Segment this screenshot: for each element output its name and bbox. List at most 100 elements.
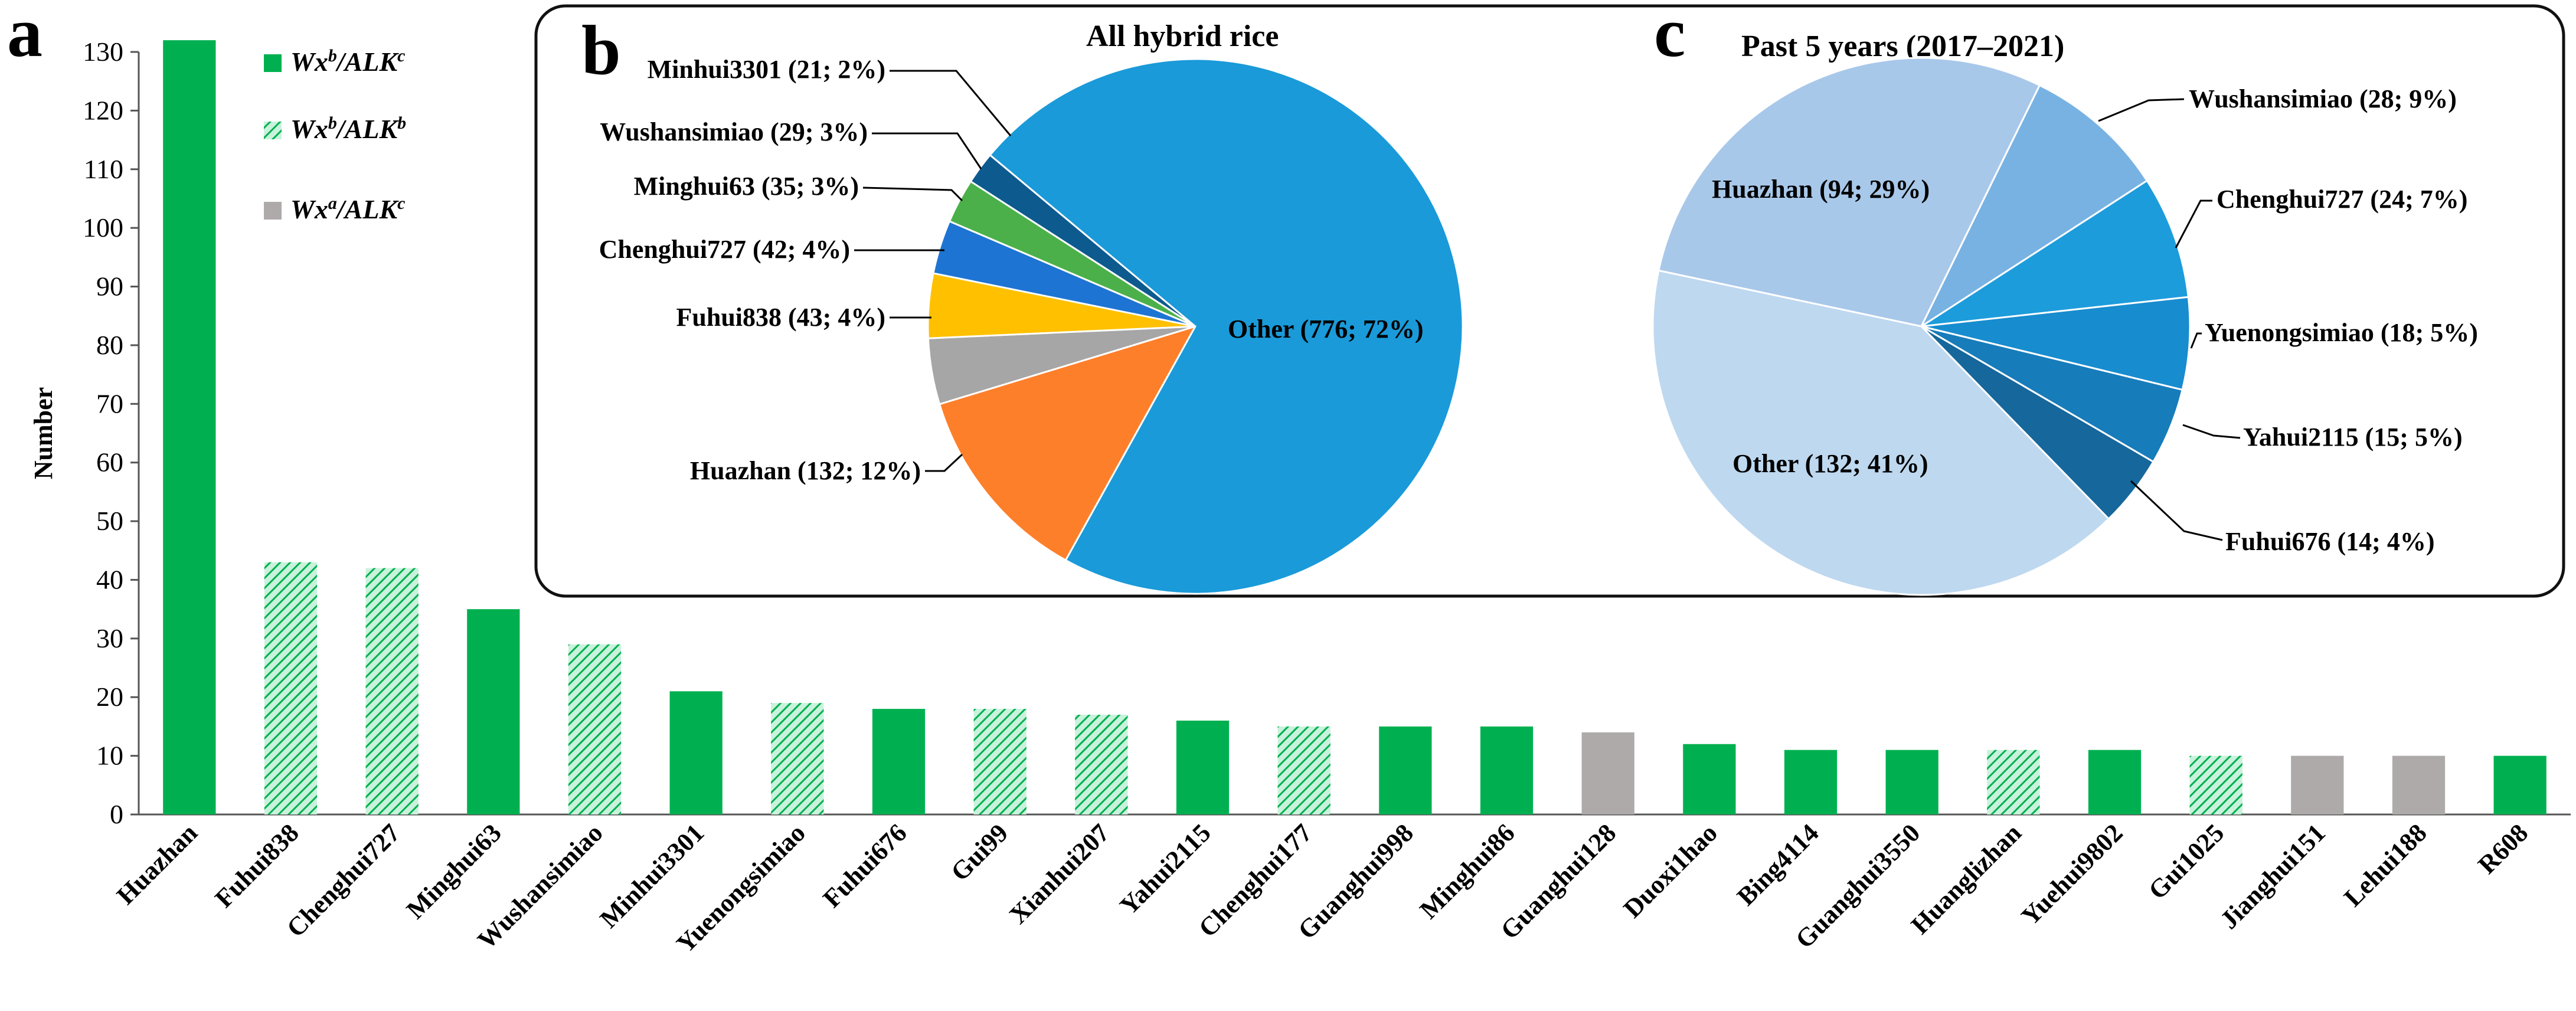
x-tick-label-minghui63: Minghui63 [401,818,507,924]
legend: Wxb/ALKc Wxb/ALKb Wxa/ALKc [264,46,406,224]
leader-line-minhui3301 [890,70,1012,136]
pie-slice-wushansimiao [1919,84,2149,329]
panel-c-letter: c [1654,0,1685,71]
pie-slice-chenghui727 [1921,179,2189,328]
bar-r608 [2493,755,2546,814]
y-axis-title: Number [29,387,58,479]
pie-label-minghui63: Minghui63 (35; 3%) [634,172,859,201]
y-tick-label: 0 [110,799,123,829]
leader-line-yahui2115 [2182,424,2241,439]
bar-yuehui9802 [2088,750,2142,814]
pie-label-minhui3301: Minhui3301 (21; 2%) [648,55,885,84]
pie-slice-other [1652,269,2110,596]
x-tick-label-r608: R608 [2472,818,2533,879]
y-tick-label: 40 [96,564,123,594]
bar-xianhui207 [1075,715,1128,814]
pie-label-fuhui676: Fuhui676 (14; 4%) [2225,527,2434,556]
leader-line-wushansimiao [2098,98,2185,122]
pie-b: Huazhan (132; 12%) Fuhui838 (43; 4%) Cheng… [599,55,1464,595]
legend-swatch-hatch [264,122,282,139]
x-axis-category-labels: Huazhan Fuhui838Chenghui727Minghui63Wusha… [111,818,2533,958]
pie-slice-other [989,58,1464,595]
pie-slice-yuenongsimiao [1921,296,2191,391]
y-tick-label: 30 [96,623,123,653]
y-tick-label: 120 [83,95,123,125]
bar-huanglizhan [1987,750,2040,814]
leader-line-yuenongsimiao [2190,332,2202,349]
bar-jianghui151 [2291,755,2344,814]
y-tick-label: 110 [84,154,123,184]
pie-label-yuenongsimiao: Yuenongsimiao (18; 5%) [2205,318,2478,347]
x-tick-label-yahui2115: Yahui2115 [1114,818,1217,920]
y-axis-ticks: 0 10 20 30 40 50 60 70 80 90 100 110 120 130 [83,37,139,829]
panel-a-letter: a [7,0,43,71]
pie-c: Huazhan (94; 29%) Wushansimiao (28; 9%) Ch… [1652,57,2478,596]
leader-line-chenghui727 [2175,199,2212,248]
bar-gui1025 [2189,755,2242,814]
legend-item-wxb-alkb: Wxb/ALKb [264,113,406,144]
x-tick-label-lehui188: Lehui188 [2338,818,2432,912]
y-tick-label: 60 [96,447,123,477]
bar-yuenongsimiao [771,703,824,814]
x-tick-label-bing4114: Bing4114 [1731,818,1824,911]
pie-label-chenghui727: Chenghui727 (42; 4%) [599,235,850,264]
leader-line-wushansimiao [872,132,982,169]
y-tick-label: 100 [83,212,123,243]
bar-minhui3301 [669,691,723,814]
y-tick-label: 20 [96,682,123,712]
x-tick-label-fuhui676: Fuhui676 [818,818,913,913]
pie-label-yahui2115: Yahui2115 (15; 5%) [2243,423,2463,451]
pie-b-title: All hybrid rice [1086,19,1279,53]
legend-label-wxb-alkb: Wxb/ALKb [290,113,406,144]
bar-fuhui676 [872,709,926,814]
legend-item-wxa-alkc: Wxa/ALKc [264,194,405,224]
x-tick-label-duoxi1hao: Duoxi1hao [1618,818,1723,923]
bar-fuhui838 [264,562,318,814]
pie-label-wushansimiao: Wushansimiao (28; 9%) [2189,84,2457,113]
bar-duoxi1hao [1683,744,1736,814]
bar-series [163,40,2546,815]
y-tick-label: 10 [96,741,123,771]
legend-swatch-solid [264,54,282,72]
x-tick-label-huazhan: Huazhan [111,818,203,910]
pie-slice-huazhan [1658,57,2041,328]
x-tick-label-gui1025: Gui1025 [2143,818,2230,905]
x-tick-label-fuhui838: Fuhui838 [210,818,305,913]
bar-guanghui128 [1581,732,1634,814]
y-tick-label: 130 [83,37,123,67]
bar-guanghui998 [1379,726,1432,814]
panel-b-letter: b [581,11,621,89]
legend-label-wxb-alkc: Wxb/ALKc [290,46,405,77]
pie-label-fuhui838: Fuhui838 (43; 4%) [676,303,885,332]
legend-swatch-gray [264,202,282,220]
x-tick-label-minghui86: Minghui86 [1414,818,1521,924]
y-tick-label: 50 [96,506,123,536]
legend-item-wxb-alkc: Wxb/ALKc [264,46,405,77]
x-tick-label-jianghui151: Jianghui151 [2215,818,2331,934]
x-tick-label-huanglizhan: Huanglizhan [1905,818,2027,940]
y-tick-label: 80 [96,330,123,360]
x-tick-label-yuehui9802: Yuehui9802 [2016,818,2129,931]
bar-huazhan [163,40,216,815]
y-tick-label: 90 [96,271,123,302]
bar-minghui63 [467,609,520,814]
y-tick-label: 70 [96,388,123,418]
bar-minghui86 [1480,726,1534,814]
x-tick-label-gui99: Gui99 [945,818,1014,886]
pie-label-wushansimiao: Wushansimiao (29; 3%) [600,117,868,146]
bar-chenghui727 [365,568,419,814]
bar-chenghui177 [1277,726,1331,814]
pie-label-huazhan: Huazhan (94; 29%) [1712,175,1930,204]
pie-label-huazhan: Huazhan (132; 12%) [690,456,921,485]
bar-chart-axes [138,52,2571,816]
legend-label-wxa-alkc: Wxa/ALKc [290,194,405,224]
bar-bing4114 [1784,750,1838,814]
bar-wushansimiao [568,644,622,814]
pie-label-other: Other (132; 41%) [1732,449,1928,478]
bar-gui99 [973,709,1027,814]
pie-label-other: Other (776; 72%) [1228,315,1424,343]
x-tick-label-xianhui207: Xianhui207 [1003,818,1115,930]
bar-guanghui3550 [1885,750,1938,814]
leader-line-huazhan [925,453,963,472]
